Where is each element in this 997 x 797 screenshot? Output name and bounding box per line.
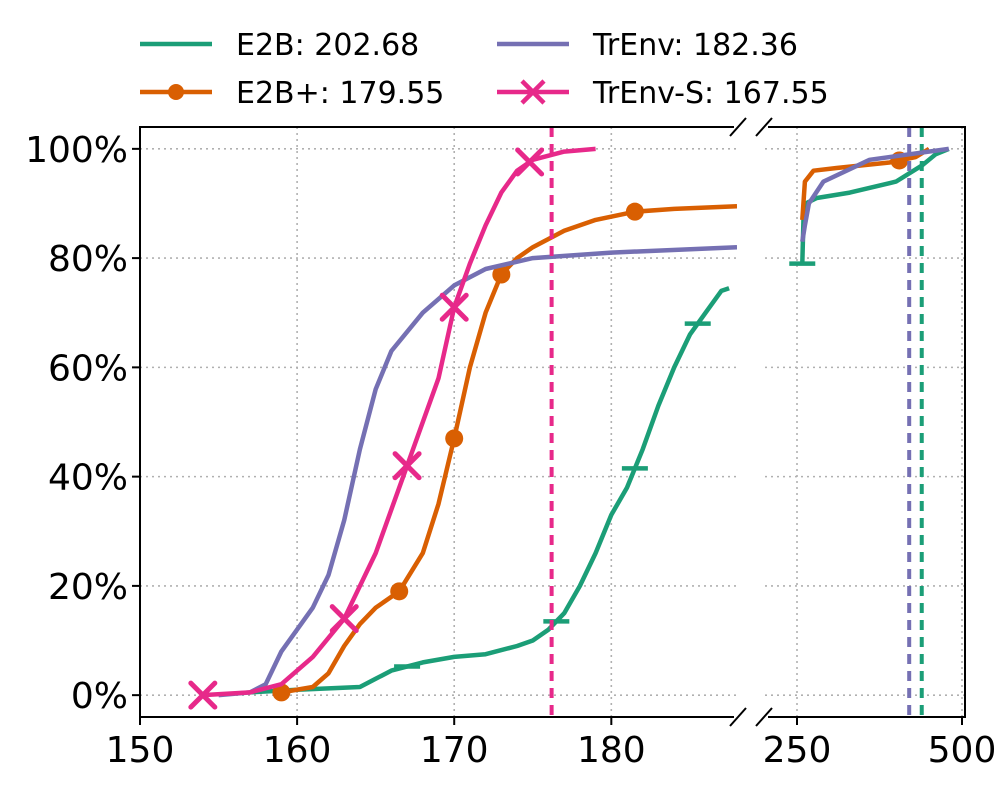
e2b-line-left (249, 286, 730, 695)
x-tick-label: 160 (263, 730, 332, 771)
legend: E2B: 202.68 E2B+: 179.55 TrEnv: 182.36 TrEn… (140, 28, 829, 111)
axes-frame (139, 117, 966, 727)
trenv_s-marker (329, 604, 359, 634)
x-tick-label: 180 (577, 730, 646, 771)
e2b_plus-line-left (281, 203, 737, 695)
e2b_plus-marker (390, 582, 409, 601)
trenv_s-marker (188, 680, 218, 710)
trenv-line-right (800, 146, 950, 243)
axis-break-mark (755, 707, 773, 727)
y-tick-label: 80% (48, 239, 128, 280)
tick-labels: 0% 20% 40% 60% 80% 100% 150 160 170 180 250 500 (25, 130, 996, 771)
e2b_plus-marker (272, 683, 291, 702)
right-plot-area (789, 127, 950, 717)
axis-break-mark (729, 117, 747, 137)
legend-item-trenv: TrEnv: 182.36 (497, 28, 798, 63)
y-tick-label: 40% (48, 458, 128, 499)
e2b_plus-line-right (800, 146, 931, 221)
legend-item-e2b_plus: E2B+: 179.55 (140, 76, 444, 111)
axis-break-mark (729, 707, 747, 727)
y-tick-label: 0% (71, 676, 128, 717)
axis-break-mark (755, 117, 773, 137)
legend-label: E2B: 202.68 (236, 28, 419, 63)
y-tick-label: 60% (48, 348, 128, 389)
legend-label: TrEnv: 182.36 (592, 28, 798, 63)
legend-label: TrEnv-S: 167.55 (592, 76, 829, 111)
x-tick-label: 170 (420, 730, 489, 771)
trenv-line-left (218, 244, 737, 698)
legend-item-trenv_s: TrEnv-S: 167.55 (497, 76, 829, 111)
y-tick-label: 100% (25, 130, 128, 171)
trenv_s-marker (392, 451, 422, 481)
e2b_plus-marker (625, 202, 644, 221)
trenv_s-marker (515, 147, 545, 177)
left-plot-area (188, 127, 737, 717)
legend-item-e2b: E2B: 202.68 (140, 28, 419, 63)
right-axes-frame (768, 126, 966, 718)
legend-marker (168, 84, 184, 100)
e2b_plus-marker (492, 265, 511, 284)
x-tick-label: 250 (763, 730, 832, 771)
legend-label: E2B+: 179.55 (236, 76, 444, 111)
left-axes-frame (139, 126, 734, 718)
e2b_plus-marker (445, 429, 464, 448)
x-tick-label: 500 (928, 730, 997, 771)
y-tick-label: 20% (48, 567, 128, 608)
trenv_s-marker (439, 292, 469, 322)
trenv_s-line-left (202, 146, 596, 698)
legend-marker (520, 79, 546, 105)
x-tick-label: 150 (106, 730, 175, 771)
